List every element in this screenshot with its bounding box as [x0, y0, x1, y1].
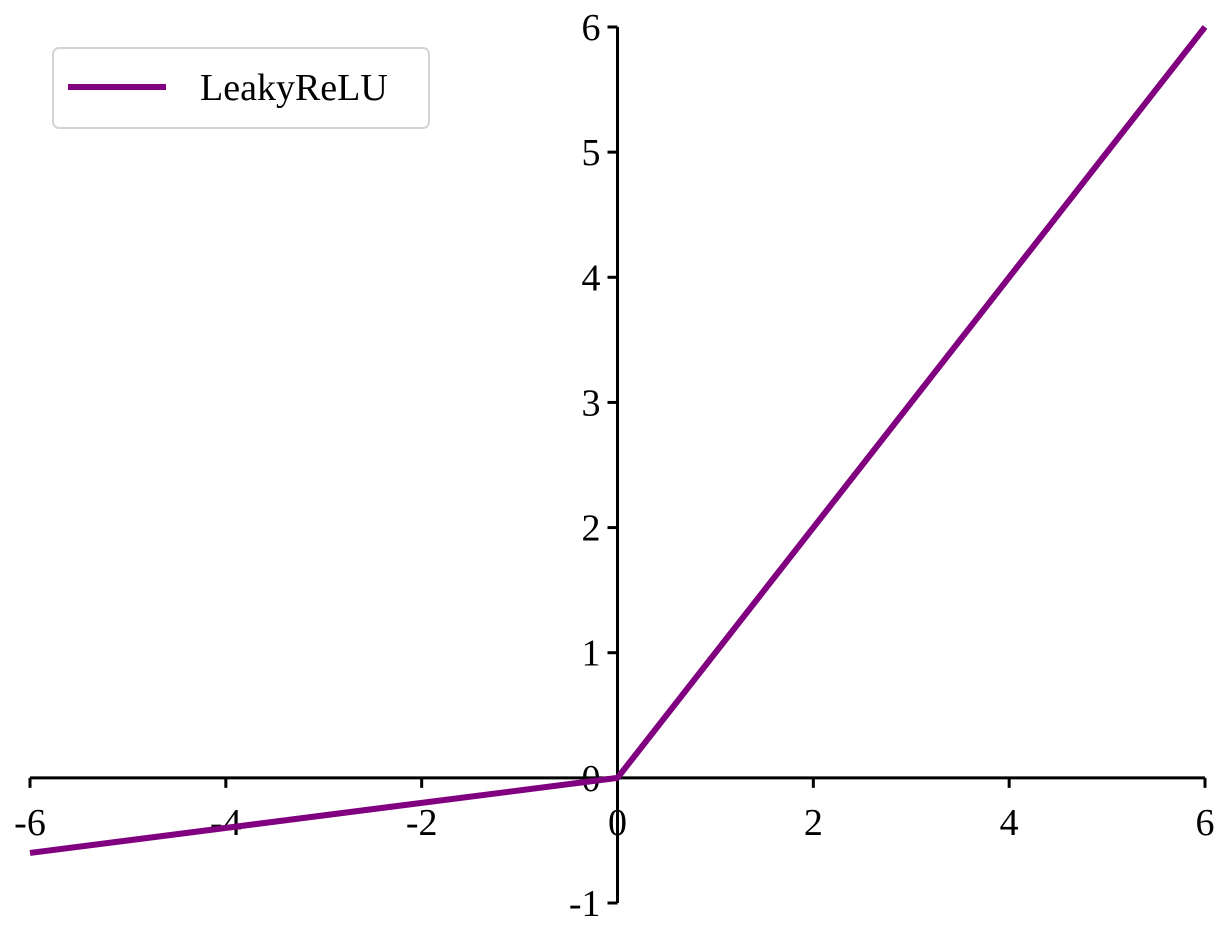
series-line — [29, 25, 1208, 856]
y-tick-label: 4 — [582, 257, 601, 299]
legend-label: LeakyReLU — [200, 67, 388, 109]
y-tick-label: 5 — [582, 132, 601, 174]
legend-box — [52, 47, 430, 129]
x-tick-label: 0 — [608, 802, 627, 844]
x-tick-label: -2 — [406, 802, 438, 844]
x-tick-label: -6 — [14, 802, 46, 844]
y-tick-label: 2 — [582, 508, 601, 550]
legend: LeakyReLU — [52, 47, 430, 129]
y-tick-label: 3 — [582, 382, 601, 424]
x-tick-label: 4 — [1000, 802, 1019, 844]
series-lines — [29, 25, 1208, 856]
y-tick-label: 1 — [582, 633, 601, 675]
y-tick-label: -1 — [569, 883, 601, 925]
y-tick-label: 6 — [582, 7, 601, 49]
x-tick-label: -4 — [210, 802, 242, 844]
x-tick-label: 6 — [1196, 802, 1215, 844]
x-tick-label: 2 — [804, 802, 823, 844]
